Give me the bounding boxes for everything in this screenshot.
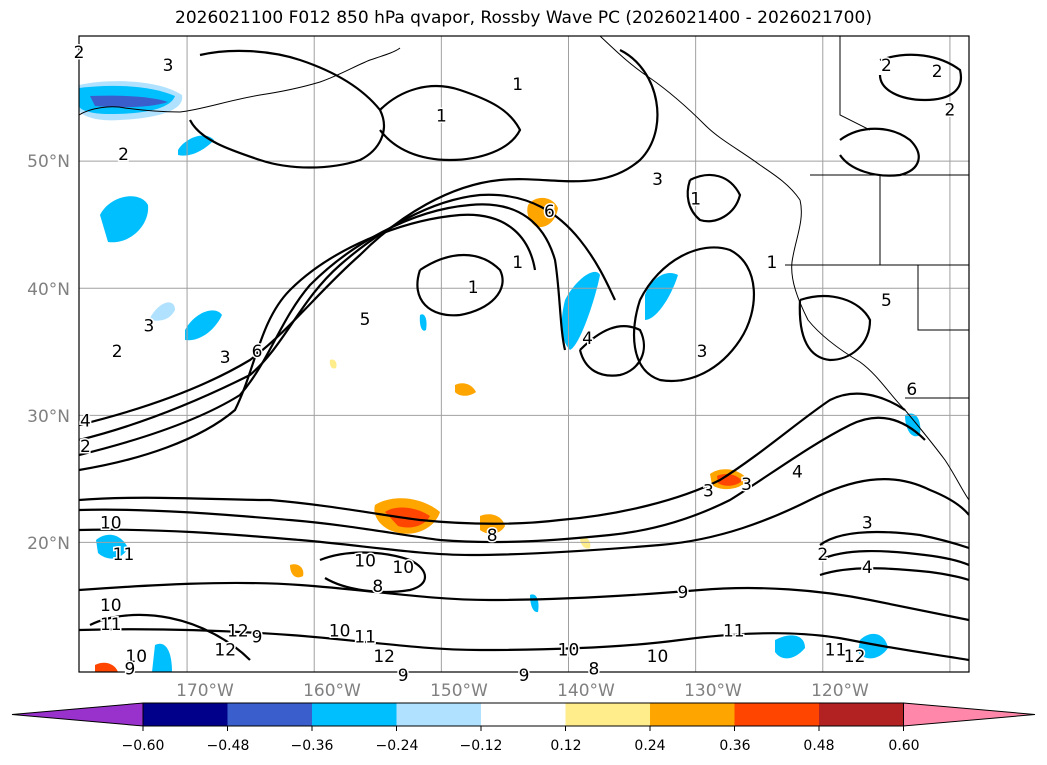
contour-value-label: 11 (825, 640, 847, 660)
colorbar-tick-label: −0.48 (206, 738, 250, 754)
colorbar-segment (312, 703, 397, 726)
contour-value-label: 11 (100, 615, 122, 635)
colorbar-outline (142, 702, 904, 727)
contour-value-label: 4 (582, 329, 593, 349)
map-frame (78, 35, 970, 673)
contour-value-label: 3 (703, 482, 714, 502)
contour-value-label: 1 (468, 278, 479, 298)
colorbar-tick-label: −0.12 (459, 738, 503, 754)
contour-value-label: 1 (512, 75, 523, 95)
colorbar-segment (565, 703, 651, 726)
colorbar-tick-label: 0.48 (803, 738, 835, 754)
contour-value-label: 8 (487, 526, 498, 546)
contour-value-label: 9 (398, 666, 409, 686)
contour-value-label: 10 (392, 558, 414, 578)
contour-value-label: 10 (100, 596, 122, 616)
contour-value-label: 1 (767, 253, 778, 273)
colorbar-tick-label: −0.24 (375, 738, 419, 754)
contour-value-label: 3 (220, 348, 231, 368)
colorbar-extend-min (11, 702, 144, 727)
contour-value-label: 6 (906, 380, 917, 400)
lat-label-40n: 40°N (27, 280, 70, 300)
contour-value-label: 4 (862, 558, 873, 578)
contour-value-label: 3 (144, 316, 155, 336)
lon-label-150w: 150°W (430, 681, 488, 701)
contour-value-label: 3 (741, 475, 752, 495)
contour-value-label: 9 (124, 659, 135, 679)
contour-value-label: 5 (360, 310, 371, 330)
contour-value-label: 12 (373, 647, 395, 667)
lon-label-170w: 170°W (176, 681, 234, 701)
colorbar-segment (481, 703, 566, 726)
contour-value-label: 4 (80, 412, 91, 432)
contour-lines (79, 49, 969, 662)
lat-label-20n: 20°N (27, 534, 70, 554)
contour-value-label: 10 (647, 647, 669, 667)
lon-label-120w: 120°W (811, 681, 869, 701)
colorbar-segment (227, 703, 313, 726)
contour-value-label: 11 (723, 621, 745, 641)
contour-value-label: 1 (436, 107, 447, 127)
colorbar-tick-label: −0.36 (290, 738, 334, 754)
contour-value-label: 2 (80, 437, 91, 457)
colorbar-extend-max (903, 702, 1036, 727)
contour-value-label: 12 (844, 647, 866, 667)
colorbar-segment (734, 703, 820, 726)
contour-value-label: 3 (652, 170, 663, 190)
contour-value-label: 8 (372, 577, 383, 597)
colorbar-tick-label: 0.36 (719, 738, 751, 754)
map-title: 2026021100 F012 850 hPa qvapor, Rossby W… (175, 8, 872, 28)
contour-value-label: 6 (544, 202, 555, 222)
contour-value-label: 2 (74, 43, 85, 63)
contour-value-label: 10 (558, 640, 580, 660)
contour-value-label: 2 (945, 100, 956, 120)
colorbar-segment (396, 703, 482, 726)
colorbar (11, 702, 1036, 731)
contour-value-label: 11 (354, 628, 376, 648)
contour-value-label: 2 (817, 545, 828, 565)
colorbar-segment (819, 703, 904, 726)
contour-value-label: 4 (792, 462, 803, 482)
colorbar-tick-label: −0.60 (121, 738, 165, 754)
coastlines (79, 36, 969, 501)
contour-value-label: 9 (519, 666, 530, 686)
lat-label-30n: 30°N (27, 407, 70, 427)
contour-value-label: 10 (354, 551, 376, 571)
contour-value-label: 3 (163, 56, 174, 76)
graticule-grid (79, 36, 969, 672)
contour-value-label: 8 (589, 659, 600, 679)
contour-value-label: 12 (227, 621, 249, 641)
contour-value-label: 5 (881, 291, 892, 311)
contour-value-label: 9 (252, 628, 263, 648)
colorbar-tick-label: 0.24 (634, 738, 666, 754)
contour-value-label: 1 (690, 189, 701, 209)
colorbar-segment (650, 703, 735, 726)
contour-value-label: 2 (118, 145, 129, 165)
contour-value-label: 2 (112, 342, 123, 362)
contour-value-label: 10 (329, 621, 351, 641)
contour-value-label: 3 (862, 513, 873, 533)
lat-label-50n: 50°N (27, 152, 70, 172)
colorbar-tick-label: 0.12 (550, 738, 582, 754)
contour-value-label: 2 (881, 56, 892, 76)
contour-value-label: 6 (252, 342, 263, 362)
contour-value-label: 10 (100, 513, 122, 533)
contour-value-label: 10 (125, 647, 147, 667)
shaded-anomalies (79, 81, 921, 672)
lon-label-130w: 130°W (684, 681, 742, 701)
contour-value-label: 11 (113, 545, 135, 565)
contour-value-label: 3 (697, 342, 708, 362)
colorbar-tick-label: 0.60 (888, 738, 920, 754)
lon-label-140w: 140°W (557, 681, 615, 701)
contour-value-label: 12 (214, 640, 236, 660)
lon-label-160w: 160°W (303, 681, 361, 701)
contour-value-label: 9 (678, 583, 689, 603)
colorbar-segment (143, 703, 228, 726)
contour-value-label: 2 (932, 62, 943, 82)
contour-value-label: 1 (512, 253, 523, 273)
